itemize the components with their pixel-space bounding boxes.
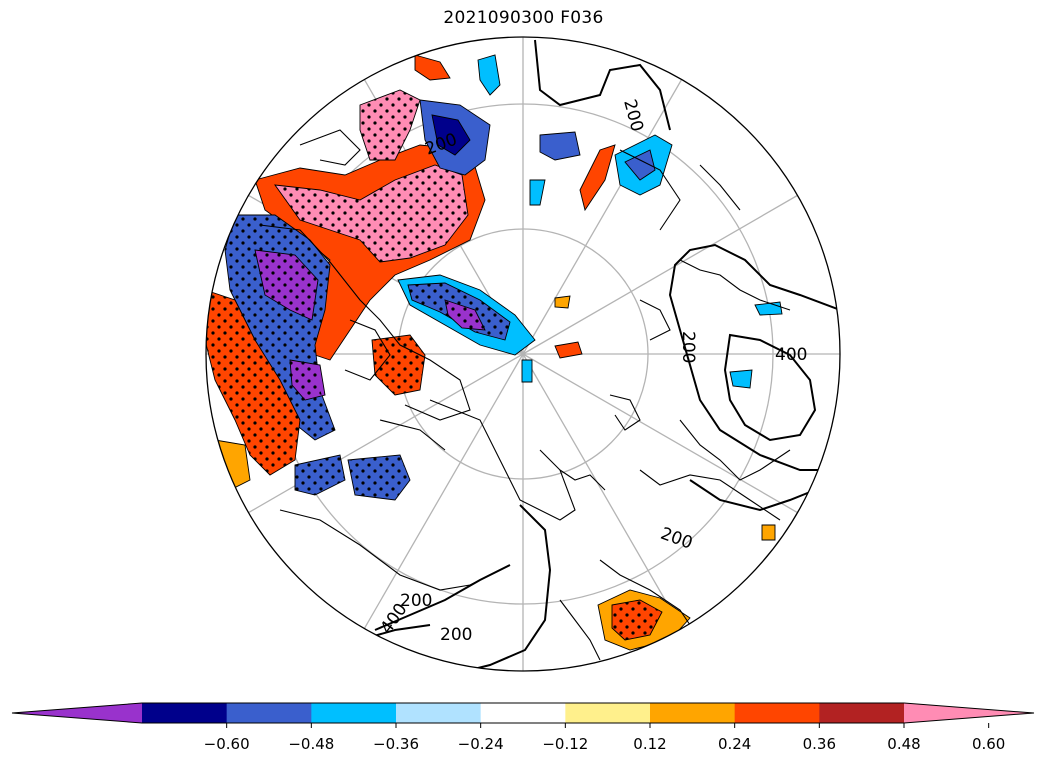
colorbar-tick-label: −0.36 xyxy=(373,735,419,753)
colorbar-segment xyxy=(396,703,482,723)
coastlines xyxy=(259,129,791,661)
colorbar-tick-label: 0.36 xyxy=(803,735,836,753)
colorbar-segment xyxy=(650,703,736,723)
graticule xyxy=(206,37,840,671)
colorbar-extend-low xyxy=(12,703,142,723)
colorbar-segment xyxy=(480,703,566,723)
colorbar-segment xyxy=(226,703,312,723)
height-contours xyxy=(359,39,840,671)
map-title: 2021090300 F036 xyxy=(443,8,604,28)
colorbar-tick-label: 0.48 xyxy=(887,735,920,753)
colorbar-tick-label: −0.24 xyxy=(458,735,504,753)
contour-label: 400 xyxy=(775,345,807,365)
contour-label: 200 xyxy=(400,591,432,611)
colorbar-segment xyxy=(819,703,905,723)
colorbar-tick-label: −0.12 xyxy=(542,735,588,753)
colorbar-tick-label: 0.12 xyxy=(633,735,666,753)
colorbar-tick-label: −0.48 xyxy=(288,735,334,753)
polar-map: 200 200 400 200 200 400 200 200 xyxy=(205,36,841,672)
colorbar-tick-label: 0.24 xyxy=(718,735,751,753)
contour-label: 200 xyxy=(440,625,472,645)
colorbar-extend-high xyxy=(904,703,1034,723)
colorbar-tick-label: 0.60 xyxy=(972,735,1005,753)
colorbar-outline xyxy=(11,702,1035,724)
anomaly-fills xyxy=(206,54,783,651)
colorbar-tick-label: −0.60 xyxy=(204,735,250,753)
colorbar-segment xyxy=(565,703,651,723)
map-boundary xyxy=(205,36,841,672)
colorbar-segment xyxy=(311,703,397,723)
colorbar-segment xyxy=(734,703,820,723)
colorbar-segment xyxy=(142,703,228,723)
contour-label: 200 xyxy=(678,331,698,363)
